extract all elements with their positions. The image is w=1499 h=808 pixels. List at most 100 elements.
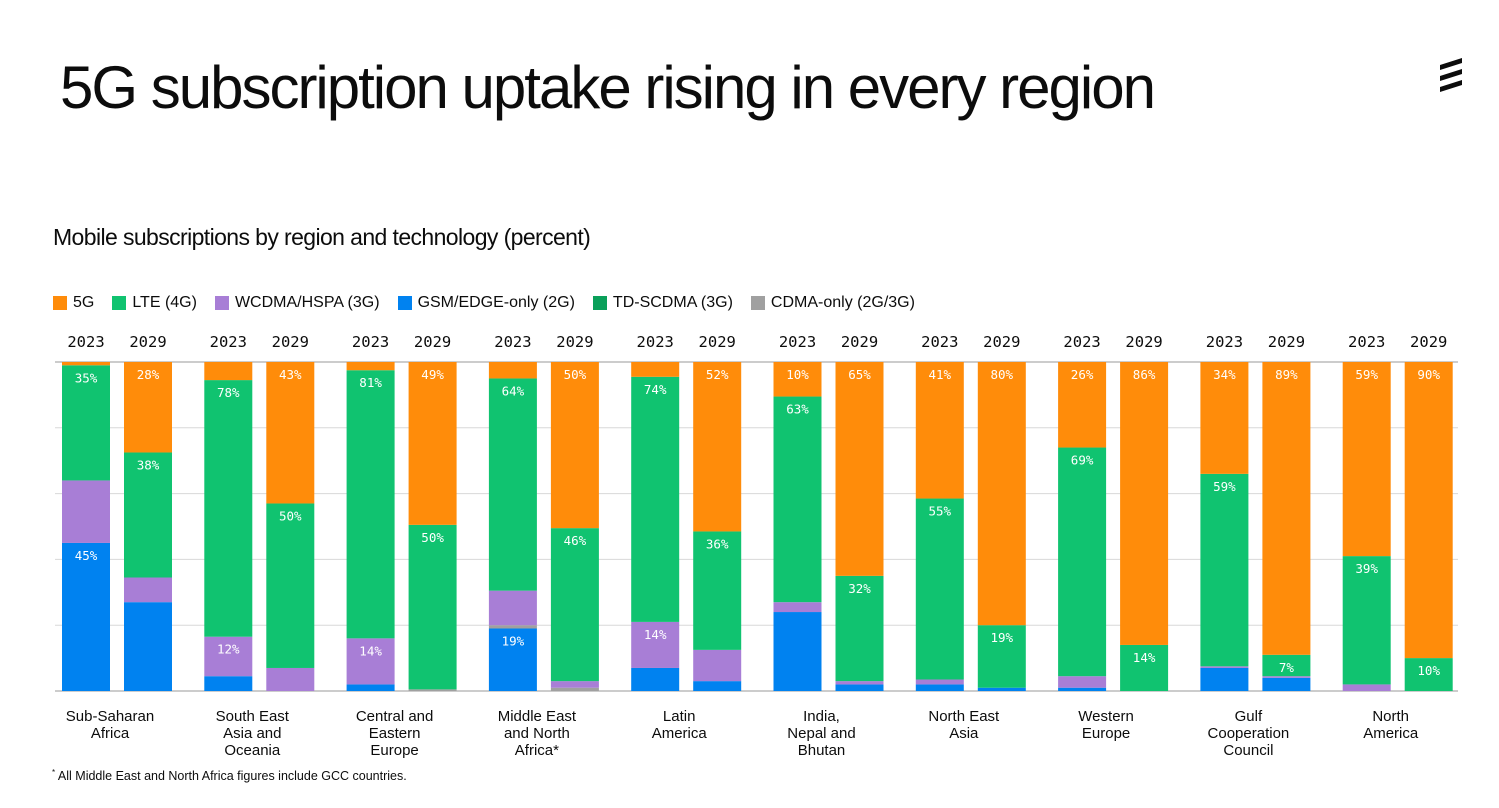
legend-label-5g: 5G <box>73 294 95 311</box>
year-label: 2023 <box>779 333 816 351</box>
bar-segment-5g <box>693 362 742 532</box>
data-label: 12% <box>217 642 240 657</box>
bar-segment-wcdma <box>1262 676 1311 678</box>
bar-segment-lte <box>693 531 742 650</box>
bar-segment-lte <box>1404 658 1453 691</box>
bar-segment-wcdma <box>773 602 822 613</box>
bar-segment-lte <box>1058 447 1107 677</box>
bar-segment-wcdma <box>266 667 315 691</box>
bar-segment-5g <box>266 362 315 504</box>
data-label: 35% <box>75 370 98 385</box>
legend-label-wcdma: WCDMA/HSPA (3G) <box>234 294 380 311</box>
bar-segment-wcdma <box>346 638 395 685</box>
bar-segment-gsm <box>62 542 110 691</box>
region-label: Africa* <box>515 742 559 759</box>
data-label: 26% <box>1071 367 1094 382</box>
data-label: 28% <box>137 367 160 382</box>
year-label: 2029 <box>699 333 736 351</box>
data-label: 86% <box>1133 367 1156 382</box>
data-label: 55% <box>929 504 952 519</box>
legend-swatch-5g <box>53 296 67 310</box>
legend-swatch-wcdma <box>214 296 229 310</box>
legend-label-tdscdma: TD-SCDMA (3G) <box>612 294 733 311</box>
year-label: 2023 <box>921 333 958 351</box>
footnote: * All Middle East and North Africa figur… <box>52 768 407 783</box>
ericsson-logo-icon <box>1440 58 1462 92</box>
chart-legend: 5G LTE (4G) WCDMA/HSPA (3G) GSM/EDGE-only (… <box>53 294 915 312</box>
region-label: America <box>652 725 708 742</box>
bar-segment-lte <box>631 376 680 622</box>
bar-segment-5g <box>1404 362 1453 659</box>
page-title: 5G subscription uptake rising in every r… <box>60 54 1156 121</box>
year-label: 2029 <box>983 333 1020 351</box>
data-label: 49% <box>421 367 444 382</box>
bar-segment-gsm <box>346 684 395 691</box>
bar-segment-gsm <box>773 612 822 691</box>
data-label: 81% <box>359 375 382 390</box>
region-label: Europe <box>370 742 418 759</box>
data-label: 41% <box>929 367 952 382</box>
year-label: 2029 <box>1268 333 1305 351</box>
bar-segment-gsm <box>1058 687 1107 691</box>
bar-segment-wcdma <box>631 621 680 668</box>
region-label: South East <box>216 708 290 725</box>
year-label: 2023 <box>67 333 104 351</box>
legend-swatch-cdma <box>750 296 765 310</box>
bar-segment-lte <box>1342 556 1391 685</box>
bar-segment-5g <box>773 362 822 397</box>
region-label: Africa <box>91 725 130 742</box>
bar-segment-lte <box>977 625 1026 688</box>
data-label: 14% <box>1133 650 1156 665</box>
bar-segment-lte <box>1200 473 1249 667</box>
bar-segment-gsm <box>693 681 742 691</box>
bar-segment-5g <box>408 362 457 525</box>
data-label: 69% <box>1071 453 1094 468</box>
bar-segment-wcdma <box>693 649 742 682</box>
bar-segment-5g <box>1200 362 1249 474</box>
region-group: 2023 63% 10% 2029 32% 65% India,Nepal andBhuta… <box>773 333 884 759</box>
region-label: Central and <box>356 708 434 725</box>
data-label: 59% <box>1355 367 1378 382</box>
data-label: 7% <box>1279 660 1295 675</box>
bar-segment-lte <box>550 528 599 682</box>
region-label: Latin <box>663 708 696 725</box>
bar-segment-5g <box>631 362 680 377</box>
bar-segment-lte <box>62 365 110 481</box>
data-label: 52% <box>706 367 729 382</box>
bar-segment-wcdma <box>835 681 884 685</box>
footnote-text: All Middle East and North Africa figures… <box>57 769 407 784</box>
bar-segment-lte <box>346 370 395 639</box>
legend-item-5g: 5G <box>53 294 94 312</box>
year-label: 2023 <box>494 333 531 351</box>
legend-item-lte: LTE (4G) <box>112 294 197 312</box>
region-group: 2023 14% 81% 2029 50% 49% Central andEasternEu… <box>346 333 457 759</box>
bar-segment-cdma <box>488 625 537 629</box>
bar-segment-lte <box>266 503 315 668</box>
data-label: 14% <box>644 627 667 642</box>
bar-segment-wcdma <box>488 590 537 626</box>
data-label: 65% <box>848 367 871 382</box>
data-label: 10% <box>786 367 809 382</box>
bar-segment-gsm <box>835 684 884 691</box>
legend-item-cdma: CDMA-only (2G/3G) <box>750 294 915 312</box>
legend-item-gsm: GSM/EDGE-only (2G) <box>397 294 575 312</box>
data-label: 46% <box>564 533 587 548</box>
region-label: Cooperation <box>1208 725 1290 742</box>
year-label: 2029 <box>414 333 451 351</box>
data-label: 14% <box>359 643 382 658</box>
region-label: Eastern <box>369 725 421 742</box>
bar-segment-lte <box>915 498 964 680</box>
region-label: Oceania <box>224 742 281 759</box>
data-label: 10% <box>1417 663 1440 678</box>
region-label: Asia and <box>223 725 281 742</box>
bar-segment-gsm <box>915 684 964 691</box>
chart-title: Mobile subscriptions by region and techn… <box>53 224 591 250</box>
bar-segment-gsm <box>1200 667 1249 691</box>
year-label: 2023 <box>1063 333 1100 351</box>
